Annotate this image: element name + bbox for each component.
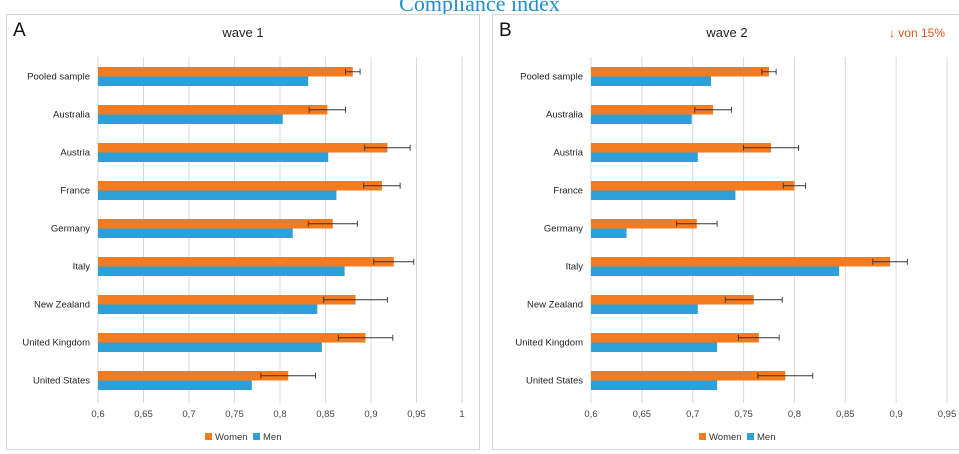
category-label: Austria [60,148,90,159]
x-tick-label: 0,9 [890,409,903,420]
x-tick-label: 0,7 [182,409,195,420]
chart-title: wave 2 [706,25,748,40]
bar-chart-svg: 0,6 0,65 0,7 0,75 0,8 0,85 0,9 0,95 1 Pooled samp… [22,57,465,443]
x-tick-label: 0,95 [407,409,426,420]
category-label: United Kingdom [22,338,90,349]
men-bar [98,228,293,238]
legend-swatch-men [253,433,260,440]
men-bar [98,152,329,162]
category-label: United States [33,376,90,387]
men-bar [98,114,283,124]
x-tick-label: 0,8 [788,409,801,420]
x-tick-label: 0,85 [316,409,335,420]
x-tick-label: 0,95 [938,409,957,420]
legend-label-men: Men [757,432,775,443]
women-bar [591,105,714,115]
men-bar [591,76,712,86]
x-tick-label: 0,7 [686,409,699,420]
bar-chart-svg: 0,6 0,65 0,7 0,75 0,8 0,85 0,9 0,95 Pooled sampl… [515,57,957,443]
women-bar [591,295,754,305]
category-label: Pooled sample [520,72,583,83]
chart-title: wave 1 [222,25,264,40]
men-bar [591,228,627,238]
men-bar [98,380,252,390]
category-label: United Kingdom [515,338,583,349]
x-tick-label: 0,9 [364,409,377,420]
men-bar [98,304,318,314]
men-bar [591,380,718,390]
legend-label-women: Women [215,432,248,443]
women-bar [98,67,353,77]
x-tick-label: 0,65 [633,409,652,420]
legend-label-women: Women [709,432,742,443]
men-bar [591,342,718,352]
legend-swatch-women [205,433,212,440]
category-label: Australia [546,110,584,121]
women-bar [98,105,328,115]
category-label: Germany [51,224,90,235]
women-bar [591,67,769,77]
men-bar [98,342,322,352]
men-bar [591,114,692,124]
category-label: United States [526,376,583,387]
category-label: Austria [553,148,583,159]
category-label: New Zealand [527,300,583,311]
x-tick-label: 0,8 [273,409,286,420]
chart-panel-wave-1: A wave 1 0,6 0,65 0,7 0,75 0,8 0,85 0,9 0,95 1 Po… [6,14,480,450]
x-tick-label: 0,65 [134,409,153,420]
category-label: Pooled sample [27,72,90,83]
x-tick-label: 0,6 [584,409,597,420]
x-tick-label: 0,75 [225,409,244,420]
legend-label-men: Men [263,432,281,443]
men-bar [591,190,736,200]
women-bar [591,333,759,343]
women-bar [591,181,795,191]
men-bar [591,152,698,162]
category-label: Australia [53,110,91,121]
category-label: France [60,186,90,197]
chart-annotation: ↓ von 15% [888,26,945,40]
women-bar [591,371,786,381]
women-bar [591,143,772,153]
women-bar [98,295,356,305]
category-label: France [553,186,583,197]
women-bar [591,257,891,267]
men-bar [98,76,309,86]
chart-panel-wave-2: B wave 2 ↓ von 15% 0,6 0,65 0,7 0,75 0,8 0,85… [492,14,959,450]
category-label: Italy [566,262,584,273]
category-label: Germany [544,224,583,235]
x-tick-label: 0,75 [734,409,753,420]
x-tick-label: 0,6 [91,409,104,420]
x-tick-label: 0,85 [836,409,855,420]
women-bar [98,181,382,191]
legend-swatch-men [747,433,754,440]
panel-letter: A [13,20,26,41]
men-bar [591,266,840,276]
women-bar [98,371,289,381]
men-bar [591,304,698,314]
women-bar [98,257,394,267]
page-title: Compliance index [399,0,560,16]
women-bar [98,219,333,229]
category-label: New Zealand [34,300,90,311]
panel-letter: B [499,20,512,41]
legend-swatch-women [699,433,706,440]
women-bar [98,333,366,343]
x-tick-label: 1 [459,409,464,420]
women-bar [591,219,697,229]
category-label: Italy [73,262,91,273]
women-bar [98,143,388,153]
men-bar [98,190,337,200]
men-bar [98,266,345,276]
